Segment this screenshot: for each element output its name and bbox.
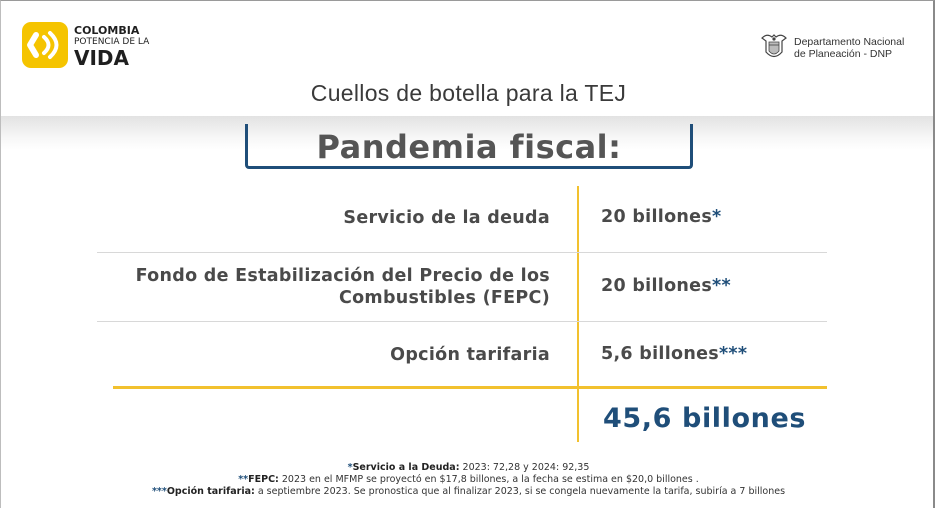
colombia-potencia-logo-icon bbox=[22, 22, 68, 68]
footnote-key: FEPC: bbox=[248, 474, 279, 485]
footnote-marker: *** bbox=[151, 486, 167, 497]
footnote-text: a septiembre 2023. Se pronostica que al … bbox=[254, 486, 786, 497]
table-column-divider bbox=[577, 186, 579, 442]
row-value-opcion-tarifaria: 5,6 billones*** bbox=[601, 344, 747, 364]
value-text: 5,6 billones bbox=[601, 344, 719, 364]
row-label-fepc: Fondo de Estabilización del Precio de lo… bbox=[135, 266, 550, 308]
footnote-marker: ** bbox=[238, 474, 249, 485]
footnote-marker: * bbox=[347, 462, 353, 473]
row-value-fepc: 20 billones** bbox=[601, 276, 731, 296]
footnote-key: Servicio a la Deuda: bbox=[352, 462, 460, 473]
row-label-opcion-tarifaria: Opción tarifaria bbox=[390, 345, 550, 365]
header-divider-band bbox=[1, 116, 933, 150]
logo-text-colombia: COLOMBIA bbox=[74, 24, 140, 37]
colombia-crest-icon bbox=[761, 34, 787, 58]
section-title: Pandemia fiscal: bbox=[316, 128, 622, 166]
value-marker: ** bbox=[712, 276, 731, 296]
logo-text-vida: VIDA bbox=[74, 46, 129, 70]
row-value-servicio-deuda: 20 billones* bbox=[601, 207, 722, 227]
footnote-opcion-tarifaria: ***Opción tarifaria: a septiembre 2023. … bbox=[0, 486, 937, 497]
value-text: 20 billones bbox=[601, 276, 713, 296]
row-label-servicio-deuda: Servicio de la deuda bbox=[343, 208, 550, 228]
section-title-bracket bbox=[245, 124, 693, 169]
colombia-potencia-de-la-vida-logo: COLOMBIA POTENCIA DE LA VIDA bbox=[22, 22, 150, 70]
footnote-key: Opción tarifaria: bbox=[166, 486, 255, 497]
table-row-divider bbox=[97, 321, 827, 322]
footnote-servicio-deuda: *Servicio a la Deuda: 2023: 72,28 y 2024… bbox=[0, 462, 937, 473]
total-value: 45,6 billones bbox=[603, 403, 807, 434]
footnote-text: 2023 en el MFMP se proyectó en $17,8 bil… bbox=[278, 474, 699, 485]
dnp-logo: Departamento Nacional de Planeación - DN… bbox=[760, 32, 920, 68]
value-marker: * bbox=[712, 207, 722, 227]
table-row-divider bbox=[97, 252, 827, 253]
table-total-divider bbox=[113, 386, 827, 389]
value-text: 20 billones bbox=[601, 207, 713, 227]
footnote-fepc: **FEPC: 2023 en el MFMP se proyectó en $… bbox=[0, 474, 937, 485]
slide-title: Cuellos de botella para la TEJ bbox=[310, 80, 627, 106]
logo-text-potencia: POTENCIA DE LA bbox=[74, 37, 150, 47]
dnp-text-line2: de Planeación - DNP bbox=[794, 48, 893, 60]
value-marker: *** bbox=[718, 344, 748, 364]
dnp-text-line1: Departamento Nacional bbox=[794, 36, 905, 48]
footnote-text: 2023: 72,28 y 2024: 92,35 bbox=[459, 462, 590, 473]
